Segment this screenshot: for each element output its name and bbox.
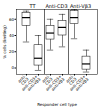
- svg-text:anti-CD3+anti-Vβ3: anti-CD3+anti-Vβ3: [44, 73, 65, 94]
- svg-text:Responder cell type: Responder cell type: [37, 102, 77, 107]
- svg-text:anti-CD3+anti-Vβ3: anti-CD3+anti-Vβ3: [20, 73, 41, 94]
- svg-text:anti-CD3+anti-Vβ3: anti-CD3+anti-Vβ3: [68, 73, 89, 94]
- svg-text:TT: TT: [28, 3, 36, 9]
- svg-text:40: 40: [9, 33, 15, 38]
- svg-text:20: 20: [9, 49, 15, 54]
- svg-text:0: 0: [11, 65, 14, 70]
- svg-text:Anti-CD3: Anti-CD3: [45, 3, 67, 9]
- svg-text:% cells (limiting): % cells (limiting): [2, 25, 7, 59]
- svg-text:60: 60: [9, 17, 15, 22]
- svg-text:Anti-Vβ3: Anti-Vβ3: [70, 3, 91, 10]
